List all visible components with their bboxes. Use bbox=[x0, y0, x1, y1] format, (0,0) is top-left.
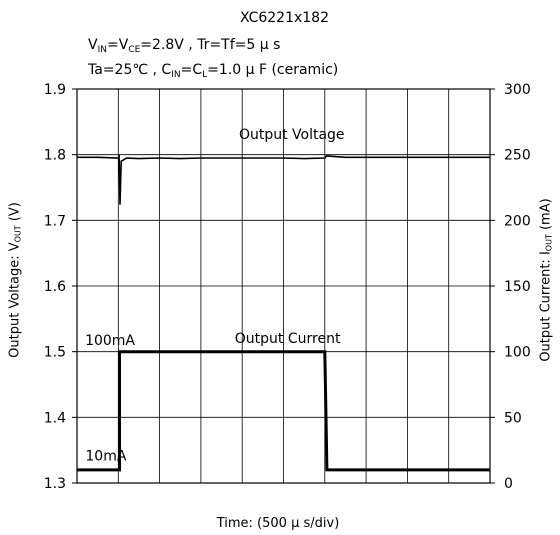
right-tick-label: 200 bbox=[504, 213, 531, 229]
series-layer bbox=[77, 153, 490, 472]
right-tick-label: 100 bbox=[504, 345, 531, 361]
left-axis-label: Output Voltage: VOUT (V) bbox=[7, 202, 26, 358]
axis-label-subscript: OUT bbox=[13, 225, 23, 243]
left-tick-label: 1.3 bbox=[44, 476, 66, 492]
annotation-label: 100mA bbox=[85, 333, 135, 349]
series-output-voltage bbox=[77, 153, 490, 205]
annotation-label: Output Voltage bbox=[239, 127, 345, 143]
right-tick-label: 150 bbox=[504, 279, 531, 295]
axis-label-text: Output Voltage: V bbox=[7, 242, 23, 358]
annotation-layer: Output Voltage Output Current 100mA 10mA bbox=[85, 127, 344, 465]
left-tick-label: 1.5 bbox=[44, 345, 66, 361]
axis-label-subscript: OUT bbox=[544, 234, 554, 252]
series-output-current bbox=[77, 350, 490, 472]
left-tick-label: 1.6 bbox=[44, 279, 66, 295]
right-tick-label: 250 bbox=[504, 148, 531, 164]
annotation-label: Output Current bbox=[235, 331, 341, 347]
right-tick-label: 50 bbox=[504, 410, 522, 426]
subtitle-text: =C bbox=[180, 62, 203, 78]
subtitle-subscript: IN bbox=[97, 45, 107, 55]
chart-subtitle-environment: Ta=25℃ , CIN=CL=1.0 μ F (ceramic) bbox=[88, 62, 338, 83]
subtitle-subscript: IN bbox=[171, 70, 181, 80]
right-tick-label: 0 bbox=[504, 476, 513, 492]
grid bbox=[77, 89, 490, 483]
subtitle-text: =V bbox=[106, 37, 129, 53]
subtitle-text: =2.8V , Tr=Tf=5 μ s bbox=[140, 37, 281, 53]
subtitle-text: Ta=25℃ , C bbox=[88, 62, 172, 78]
left-axis-ticks: 1.3 1.4 1.5 1.6 1.7 1.8 1.9 bbox=[44, 82, 77, 492]
subtitle-subscript: L bbox=[202, 70, 208, 80]
axis-label-text: (V) bbox=[7, 202, 23, 226]
right-axis-label: Output Current: IOUT (mA) bbox=[538, 198, 557, 362]
left-tick-label: 1.8 bbox=[44, 148, 66, 164]
annotation-label: 10mA bbox=[85, 449, 126, 465]
x-axis-label: Time: (500 μ s/div) bbox=[216, 516, 340, 531]
left-tick-label: 1.9 bbox=[44, 82, 66, 98]
axis-label-text: Output Current: I bbox=[538, 251, 554, 362]
left-tick-label: 1.4 bbox=[44, 410, 66, 426]
axis-label-text: (mA) bbox=[538, 198, 554, 235]
chart-subtitle-conditions: VIN=VCE=2.8V , Tr=Tf=5 μ s bbox=[88, 37, 280, 58]
right-tick-label: 300 bbox=[504, 82, 531, 98]
subtitle-text: =1.0 μ F (ceramic) bbox=[207, 62, 339, 78]
right-axis-ticks: 0 50 100 150 200 250 300 bbox=[490, 82, 531, 492]
chart-title: XC6221x182 bbox=[240, 10, 329, 26]
left-tick-label: 1.7 bbox=[44, 213, 66, 229]
subtitle-text: V bbox=[88, 37, 98, 53]
subtitle-subscript: CE bbox=[128, 45, 141, 55]
